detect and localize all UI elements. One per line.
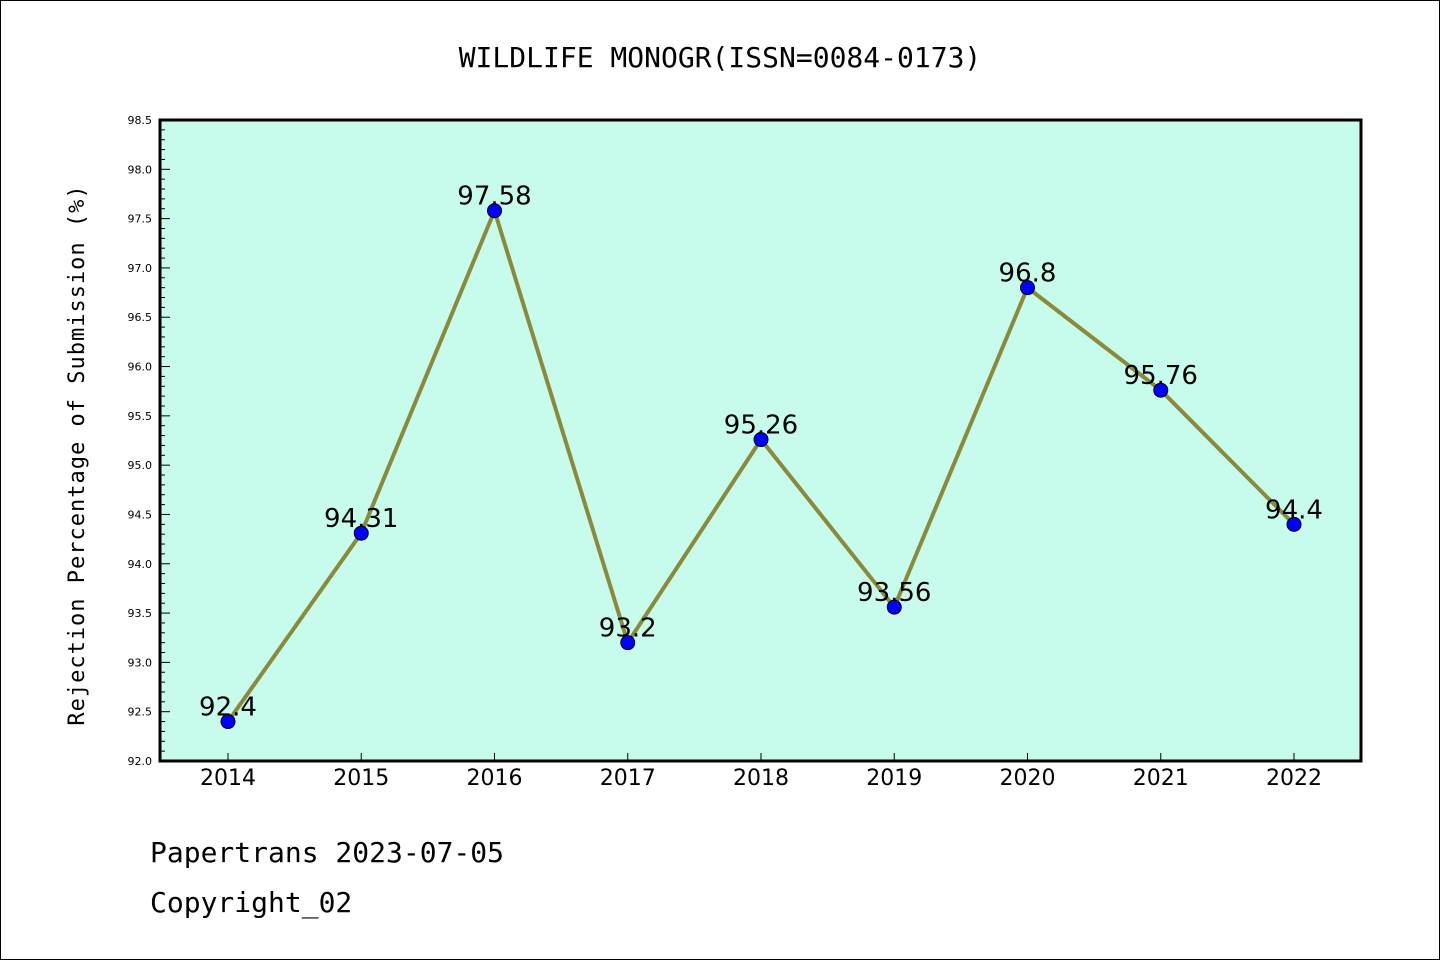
data-point-marker <box>220 714 236 730</box>
x-tick-label: 2020 <box>1000 766 1056 791</box>
data-label: 95.76 <box>1124 361 1198 391</box>
series-markers <box>220 203 1302 730</box>
x-tick-label: 2015 <box>333 766 389 791</box>
y-tick-label: 95.0 <box>128 459 153 472</box>
y-tick-label: 94.0 <box>128 558 153 571</box>
data-label: 92.4 <box>199 693 257 723</box>
y-tick-label: 96.5 <box>128 311 153 324</box>
x-axis: 2014 2015 2016 2017 2018 2019 2020 2021 2022 <box>200 753 1322 791</box>
data-label: 94.31 <box>324 504 398 534</box>
x-tick-label: 2019 <box>866 766 922 791</box>
data-point-marker <box>753 432 769 448</box>
y-tick-label: 92.0 <box>128 755 153 768</box>
x-tick-label: 2018 <box>733 766 789 791</box>
data-point-marker <box>886 599 902 615</box>
y-tick-label: 97.5 <box>128 213 153 226</box>
data-point-marker <box>620 635 636 651</box>
y-tick-label: 96.0 <box>128 361 153 374</box>
data-point-marker <box>487 203 502 219</box>
y-tick-label: 93.0 <box>128 656 153 669</box>
data-label: 95.26 <box>724 411 798 441</box>
x-tick-label: 2017 <box>600 766 656 791</box>
x-tick-label: 2016 <box>467 766 523 791</box>
chart-title: WILDLIFE MONOGR(ISSN=0084-0173) <box>459 41 982 74</box>
y-tick-label: 97.0 <box>128 262 153 275</box>
y-tick-label: 95.5 <box>128 410 153 423</box>
y-tick-label: 98.0 <box>128 163 153 176</box>
footer-copyright: Copyright_02 <box>150 886 353 919</box>
data-labels: 92.4 94.31 97.58 93.2 95.26 93.56 96.8 95.76 94.… <box>199 182 1323 723</box>
data-label: 97.58 <box>457 182 531 212</box>
data-point-marker <box>1286 516 1302 532</box>
x-tick-label: 2021 <box>1133 766 1189 791</box>
data-label: 96.8 <box>999 259 1057 289</box>
data-label: 93.2 <box>599 614 657 644</box>
x-tick-label: 2022 <box>1266 766 1322 791</box>
footer-date: Papertrans 2023-07-05 <box>150 836 505 869</box>
data-point-marker <box>1153 382 1169 398</box>
data-label: 94.4 <box>1265 495 1323 525</box>
data-point-marker <box>1020 280 1035 296</box>
data-point-marker <box>353 525 369 541</box>
y-axis-label: Rejection Percentage of Submission (%) <box>65 184 90 725</box>
y-tick-label: 92.5 <box>128 706 153 719</box>
x-tick-label: 2014 <box>200 766 256 791</box>
data-label: 93.56 <box>857 578 931 608</box>
y-axis: 92.0 92.5 93.0 93.5 94.0 94.5 95.0 95.5 96.0 96.5… <box>128 114 170 768</box>
y-tick-label: 98.5 <box>128 114 153 127</box>
y-tick-label: 93.5 <box>128 607 153 620</box>
y-tick-label: 94.5 <box>128 508 153 521</box>
